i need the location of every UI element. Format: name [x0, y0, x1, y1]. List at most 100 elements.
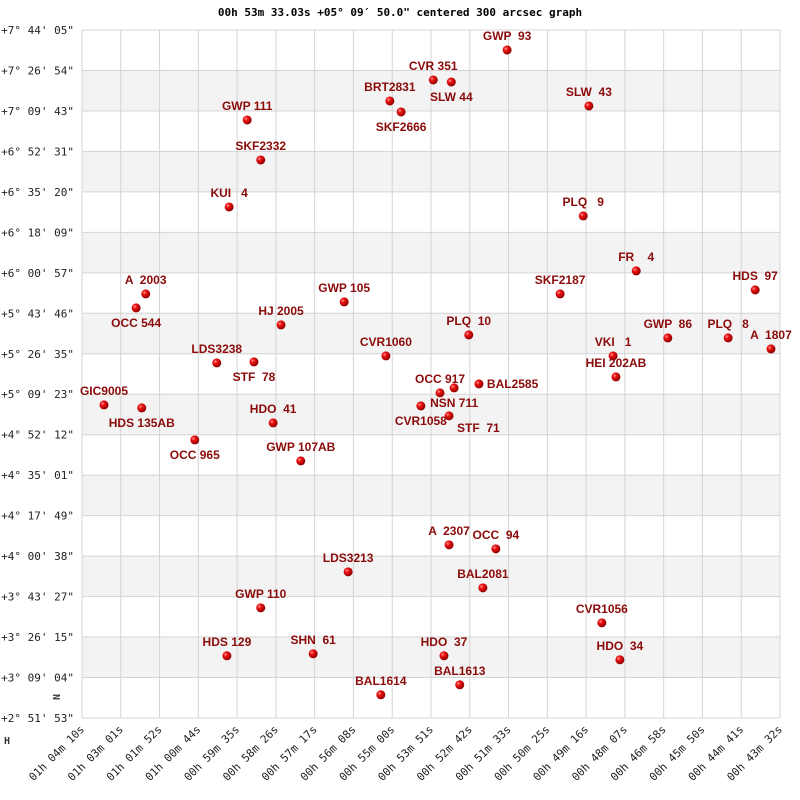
star-marker[interactable] — [750, 285, 760, 295]
y-tick-label: +5° 09' 23" — [1, 388, 74, 401]
y-tick-label: +4° 35' 01" — [1, 469, 74, 482]
star-label: SLW 44 — [430, 90, 473, 104]
star-label: SLW 43 — [566, 85, 612, 99]
star-label: LDS3213 — [323, 551, 374, 565]
star-marker[interactable] — [242, 115, 252, 125]
star-label: OCC 965 — [170, 448, 220, 462]
star-label: PLQ 9 — [563, 195, 605, 209]
star-label: PLQ 10 — [446, 314, 491, 328]
y-axis-marker: N — [50, 694, 61, 700]
y-tick-label: +5° 26' 35" — [1, 348, 74, 361]
star-marker[interactable] — [766, 344, 776, 354]
star-marker[interactable] — [502, 45, 512, 55]
y-tick-label: +4° 52' 12" — [1, 429, 74, 442]
star-marker[interactable] — [212, 358, 222, 368]
star-marker[interactable] — [276, 320, 286, 330]
star-marker[interactable] — [256, 155, 266, 165]
y-tick-label: +2° 51' 53" — [1, 712, 74, 725]
y-tick-label: +6° 35' 20" — [1, 186, 74, 199]
star-label: NSN 711 — [430, 396, 478, 410]
chart-title: 00h 53m 33.03s +05° 09′ 50.0" centered 3… — [217, 6, 583, 19]
y-tick-label: +7° 09' 43" — [1, 105, 74, 118]
star-label: HDO 34 — [597, 639, 644, 653]
y-tick-label: +4° 00' 38" — [1, 550, 74, 563]
star-marker[interactable] — [222, 651, 232, 661]
star-marker[interactable] — [723, 333, 733, 343]
star-label: CVR1056 — [576, 602, 628, 616]
star-label: CVR1060 — [360, 335, 412, 349]
star-marker[interactable] — [381, 351, 391, 361]
y-tick-label: +3° 26' 15" — [1, 631, 74, 644]
star-marker[interactable] — [435, 388, 445, 398]
star-marker[interactable] — [131, 303, 141, 313]
star-label: A 2003 — [125, 273, 167, 287]
y-tick-label: +5° 43' 46" — [1, 307, 74, 320]
star-label: BAL1614 — [355, 674, 407, 688]
star-marker[interactable] — [578, 211, 588, 221]
star-label: GWP 110 — [235, 587, 286, 601]
star-marker[interactable] — [99, 400, 109, 410]
star-label: HJ 2005 — [258, 304, 304, 318]
star-marker[interactable] — [478, 583, 488, 593]
star-label: HDO 37 — [421, 635, 468, 649]
star-marker[interactable] — [464, 330, 474, 340]
star-label: BRT2831 — [364, 80, 416, 94]
star-label: SHN 61 — [290, 633, 336, 647]
star-marker[interactable] — [190, 435, 200, 445]
star-marker[interactable] — [256, 603, 266, 613]
star-label: SKF2187 — [535, 273, 586, 287]
star-label: CVR 351 — [409, 59, 458, 73]
star-marker[interactable] — [615, 655, 625, 665]
star-marker[interactable] — [428, 75, 438, 85]
star-label: BAL1613 — [434, 664, 486, 678]
star-marker[interactable] — [249, 357, 259, 367]
star-marker[interactable] — [631, 266, 641, 276]
star-marker[interactable] — [611, 372, 621, 382]
y-tick-label: +3° 43' 27" — [1, 591, 74, 604]
star-marker[interactable] — [584, 101, 594, 111]
star-marker[interactable] — [455, 680, 465, 690]
star-marker[interactable] — [396, 107, 406, 117]
y-tick-label: +6° 00' 57" — [1, 267, 74, 280]
star-marker[interactable] — [444, 540, 454, 550]
star-label: OCC 94 — [472, 528, 519, 542]
star-label: HEI 202AB — [586, 356, 647, 370]
star-marker[interactable] — [474, 379, 484, 389]
star-label: SKF2332 — [235, 139, 286, 153]
star-marker[interactable] — [308, 649, 318, 659]
star-marker[interactable] — [444, 411, 454, 421]
star-marker[interactable] — [446, 77, 456, 87]
star-label: GWP 105 — [318, 281, 370, 295]
star-label: STF 71 — [457, 421, 500, 435]
y-tick-label: +6° 18' 09" — [1, 226, 74, 239]
star-label: GWP 107AB — [266, 440, 335, 454]
star-label: A 1807 — [750, 328, 792, 342]
star-marker[interactable] — [296, 456, 306, 466]
star-label: GIC9005 — [80, 384, 128, 398]
star-marker[interactable] — [439, 651, 449, 661]
star-marker[interactable] — [376, 690, 386, 700]
star-label: VKI 1 — [595, 335, 632, 349]
star-marker[interactable] — [449, 383, 459, 393]
star-marker[interactable] — [416, 401, 426, 411]
star-marker[interactable] — [268, 418, 278, 428]
star-marker[interactable] — [137, 403, 147, 413]
star-marker[interactable] — [339, 297, 349, 307]
star-marker[interactable] — [597, 618, 607, 628]
star-marker[interactable] — [608, 351, 618, 361]
star-marker[interactable] — [491, 544, 501, 554]
star-label: A 2307 — [428, 524, 470, 538]
star-label: FR 4 — [618, 250, 654, 264]
star-marker[interactable] — [224, 202, 234, 212]
star-label: GWP 111 — [222, 99, 273, 113]
star-label: CVR1058 — [395, 414, 447, 428]
star-label: STF 78 — [233, 370, 276, 384]
y-tick-label: +6° 52' 31" — [1, 145, 74, 158]
star-marker[interactable] — [141, 289, 151, 299]
star-marker[interactable] — [663, 333, 673, 343]
star-marker[interactable] — [555, 289, 565, 299]
star-marker[interactable] — [343, 567, 353, 577]
star-label: PLQ 8 — [707, 317, 749, 331]
star-marker[interactable] — [385, 96, 395, 106]
star-label: GWP 93 — [483, 29, 532, 43]
